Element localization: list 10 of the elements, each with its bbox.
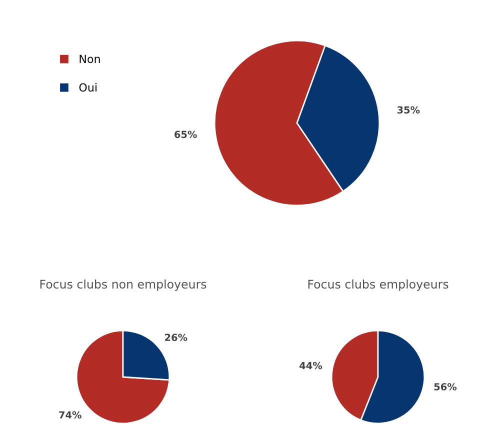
data-label: 74% [59, 411, 82, 419]
data-label: 65% [174, 130, 197, 138]
legend-label: Non [80, 54, 100, 64]
chart-title: Focus clubs non employeurs [40, 279, 206, 291]
legend-label: Oui [79, 83, 96, 92]
data-label: 56% [434, 383, 457, 390]
data-label: 44% [300, 362, 322, 370]
data-label: 26% [165, 334, 188, 342]
chart-title: Focus clubs employeurs [308, 279, 448, 291]
data-label: 35% [397, 106, 420, 114]
